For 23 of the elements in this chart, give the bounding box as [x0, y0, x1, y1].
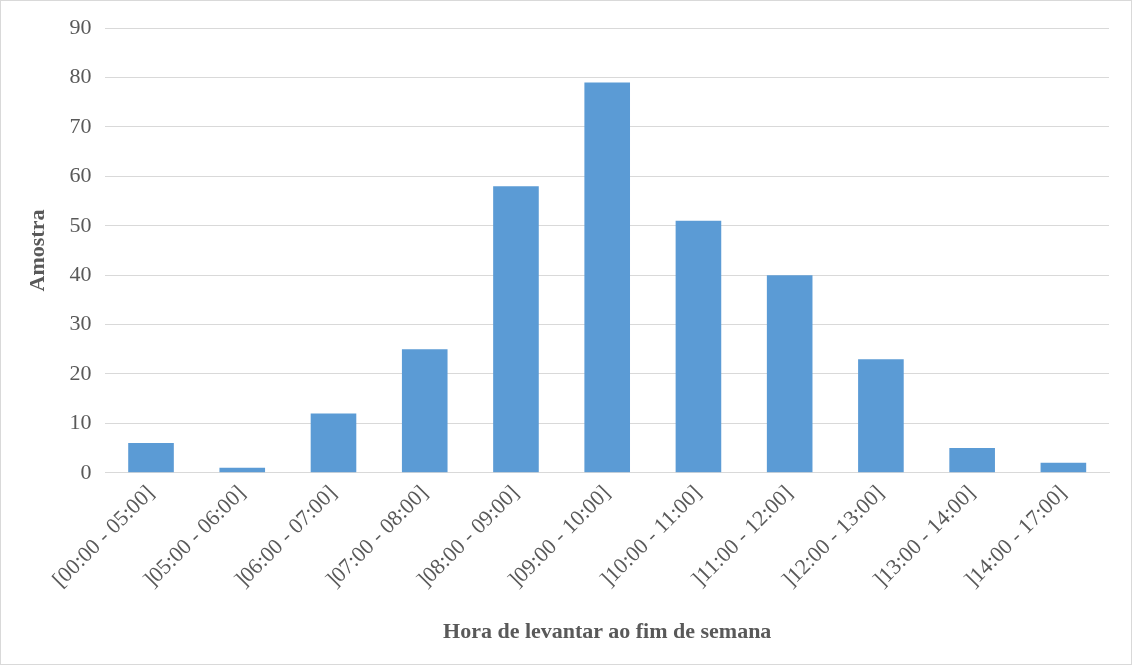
bar [128, 443, 174, 473]
bar [401, 349, 448, 473]
y-tick-label: 80 [69, 63, 92, 89]
y-tick-label: 30 [69, 310, 92, 336]
y-tick-label: 40 [69, 260, 92, 286]
y-tick-label: 90 [69, 13, 92, 39]
bar [766, 275, 813, 473]
y-tick-label: 70 [69, 112, 92, 138]
y-tick-label: 0 [80, 458, 92, 484]
bar [493, 186, 539, 473]
bar [858, 359, 904, 473]
y-tick-label: 10 [69, 409, 92, 435]
x-axis-title: Hora de levantar ao fim de semana [443, 618, 772, 644]
bar [949, 448, 995, 473]
y-axis-title: Amostra [23, 209, 49, 292]
y-tick-label: 20 [69, 359, 92, 385]
bar [310, 413, 357, 473]
y-tick-label: 50 [69, 211, 92, 237]
bar [219, 467, 266, 473]
bar [675, 220, 722, 473]
bar [1040, 462, 1087, 473]
bar [584, 82, 631, 473]
y-tick-label: 60 [69, 162, 92, 188]
